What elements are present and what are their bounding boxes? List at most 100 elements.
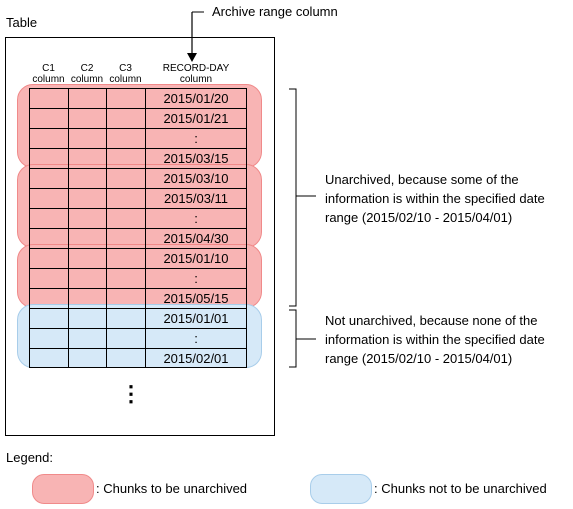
column-header-name: C2 xyxy=(80,63,94,74)
data-cell xyxy=(68,188,106,208)
data-cell xyxy=(106,88,145,108)
record-day-cell: 2015/01/01 xyxy=(145,308,247,328)
data-cell xyxy=(29,148,68,168)
chunk-unarchived xyxy=(17,164,262,248)
data-cell xyxy=(68,128,106,148)
column-header-suffix: column xyxy=(70,74,104,85)
column-header: RECORD-DAY column xyxy=(145,63,247,85)
data-cell xyxy=(106,308,145,328)
annotation-not-unarchived: Not unarchived, because none of the info… xyxy=(325,311,545,368)
data-cell xyxy=(29,348,68,368)
record-day-cell: 2015/04/30 xyxy=(145,228,247,248)
legend-title: Legend: xyxy=(6,450,53,465)
annotation-unarchived-line: range (2015/02/10 - 2015/04/01) xyxy=(325,210,513,225)
record-day-cell: : xyxy=(145,268,247,288)
table-row: : xyxy=(29,328,247,348)
record-day-cell: 2015/03/10 xyxy=(145,168,247,188)
column-header-suffix: column xyxy=(109,74,142,85)
annotation-unarchived-line: information is within the specified date xyxy=(325,191,545,206)
data-cell xyxy=(29,108,68,128)
data-cell xyxy=(29,88,68,108)
chunk-unarchived xyxy=(17,244,262,308)
data-cell xyxy=(106,148,145,168)
annotation-not-unarchived-line: range (2015/02/10 - 2015/04/01) xyxy=(325,351,513,366)
table-row: 2015/01/21 xyxy=(29,108,247,128)
legend-swatch-not-unarchived xyxy=(310,474,372,504)
archive-range-label: Archive range column xyxy=(212,4,338,19)
column-header-suffix: column xyxy=(179,74,213,85)
table-row: 2015/01/01 xyxy=(29,308,247,328)
annotation-unarchived-line: Unarchived, because some of the xyxy=(325,172,519,187)
table-row: 2015/04/30 xyxy=(29,228,247,248)
annotation-not-unarchived-line: Not unarchived, because none of the xyxy=(325,313,538,328)
record-day-cell: : xyxy=(145,208,247,228)
data-cell xyxy=(106,188,145,208)
data-cell xyxy=(29,228,68,248)
data-cell xyxy=(68,168,106,188)
data-cell xyxy=(68,328,106,348)
record-day-cell: 2015/01/21 xyxy=(145,108,247,128)
data-cell xyxy=(106,288,145,308)
table-row: 2015/03/10 xyxy=(29,168,247,188)
annotation-unarchived: Unarchived, because some of the informat… xyxy=(325,170,545,227)
data-cell xyxy=(29,208,68,228)
data-cell xyxy=(29,168,68,188)
data-cell xyxy=(29,188,68,208)
data-cell xyxy=(68,348,106,368)
data-cell xyxy=(106,328,145,348)
data-cell xyxy=(106,248,145,268)
data-cell xyxy=(106,228,145,248)
data-cell xyxy=(29,328,68,348)
data-cell xyxy=(106,348,145,368)
column-header: C3 column xyxy=(106,63,145,85)
table-row: : xyxy=(29,268,247,288)
data-cell xyxy=(106,208,145,228)
data-cell xyxy=(106,128,145,148)
record-day-cell: 2015/03/15 xyxy=(145,148,247,168)
table-row: 2015/02/01 xyxy=(29,348,247,368)
annotation-not-unarchived-line: information is within the specified date xyxy=(325,332,545,347)
bracket-not-unarchived xyxy=(289,309,297,368)
table-row: 2015/03/11 xyxy=(29,188,247,208)
table-title: Table xyxy=(6,15,38,30)
data-cell xyxy=(29,268,68,288)
data-cell xyxy=(68,288,106,308)
column-header: C2 column xyxy=(68,63,106,85)
record-day-cell: 2015/02/01 xyxy=(145,348,247,368)
data-cell xyxy=(29,128,68,148)
data-cell xyxy=(68,108,106,128)
table-row: 2015/01/20 xyxy=(29,88,247,108)
table-row: : xyxy=(29,128,247,148)
data-cell xyxy=(68,228,106,248)
bracket-unarchived xyxy=(289,88,297,307)
data-cell xyxy=(29,248,68,268)
table-row: : xyxy=(29,208,247,228)
legend-label-unarchived: : Chunks to be unarchived xyxy=(96,481,248,496)
data-cell xyxy=(68,308,106,328)
record-day-cell: 2015/01/10 xyxy=(145,248,247,268)
table-row: 2015/01/10 xyxy=(29,248,247,268)
record-day-cell: 2015/03/11 xyxy=(145,188,247,208)
column-header-name: C1 xyxy=(42,63,55,74)
column-header-name: RECORD-DAY xyxy=(162,63,230,74)
column-header-suffix: column xyxy=(32,74,65,85)
data-cell xyxy=(68,208,106,228)
record-day-cell: 2015/05/15 xyxy=(145,288,247,308)
data-cell xyxy=(106,108,145,128)
data-cell xyxy=(106,268,145,288)
legend-swatch-unarchived xyxy=(32,474,94,504)
arrow-head xyxy=(187,53,197,62)
table-row: 2015/05/15 xyxy=(29,288,247,308)
table-frame xyxy=(5,37,275,436)
data-cell xyxy=(68,148,106,168)
continuation-dots: ⋮ xyxy=(120,381,142,406)
column-header: C1 column xyxy=(29,63,68,85)
legend-label-not-unarchived: : Chunks not to be unarchived xyxy=(374,481,547,496)
data-cell xyxy=(68,248,106,268)
column-header-name: C3 xyxy=(119,63,132,74)
record-day-cell: : xyxy=(145,128,247,148)
data-cell xyxy=(29,288,68,308)
data-cell xyxy=(68,88,106,108)
data-cell xyxy=(29,308,68,328)
